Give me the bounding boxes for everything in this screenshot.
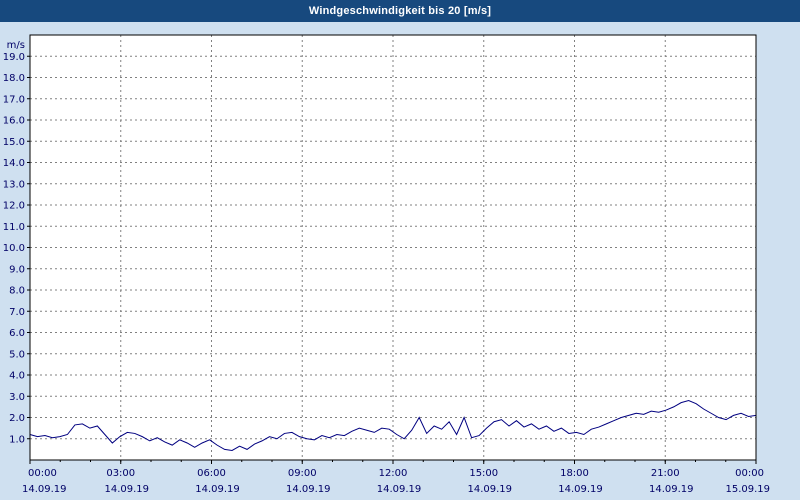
x-tick-time-label: 00:00 [28, 468, 57, 479]
x-tick-date-label: 14.09.19 [22, 484, 67, 495]
x-tick-time-label: 09:00 [288, 468, 317, 479]
x-tick-date-label: 14.09.19 [104, 484, 149, 495]
x-tick-date-label: 14.09.19 [649, 484, 694, 495]
y-tick-label: 8.0 [9, 286, 25, 297]
x-tick-time-label: 03:00 [106, 468, 135, 479]
y-tick-label: 2.0 [9, 413, 25, 424]
y-tick-label: 19.0 [3, 52, 25, 63]
y-tick-label: 18.0 [3, 73, 25, 84]
x-tick-date-label: 14.09.19 [195, 484, 240, 495]
x-axis-time-labels: 00:00 03:00 06:00 09:00 12:00 15:00 18:00 21:00… [28, 460, 764, 479]
x-tick-date-label: 15.09.19 [725, 484, 770, 495]
x-tick-time-label: 21:00 [651, 468, 680, 479]
y-tick-label: 12.0 [3, 201, 25, 212]
chart-title-bar: Windgeschwindigkeit bis 20 [m/s] [0, 0, 800, 22]
y-tick-label: 4.0 [9, 371, 25, 382]
y-tick-label: 15.0 [3, 137, 25, 148]
x-tick-time-label: 00:00 [735, 468, 764, 479]
chart-svg: 1.0 2.0 3.0 4.0 5.0 6.0 7.0 8.0 9.0 10.0 11.0 12.0 1… [3, 34, 770, 495]
x-tick-date-label: 14.09.19 [558, 484, 603, 495]
plot-border [29, 34, 757, 461]
y-axis-labels: 1.0 2.0 3.0 4.0 5.0 6.0 7.0 8.0 9.0 10.0 11.0 12.0 1… [3, 52, 30, 445]
y-tick-label: 5.0 [9, 349, 25, 360]
y-tick-label: 9.0 [9, 264, 25, 275]
x-tick-time-label: 18:00 [560, 468, 589, 479]
x-tick-date-label: 14.09.19 [377, 484, 422, 495]
x-axis-date-labels: 14.09.19 14.09.19 14.09.19 14.09.19 14.09.19… [22, 484, 770, 495]
wind-speed-line [29, 399, 757, 451]
x-tick-time-label: 15:00 [469, 468, 498, 479]
x-tick-date-label: 14.09.19 [467, 484, 512, 495]
y-tick-label: 7.0 [9, 307, 25, 318]
chart-title: Windgeschwindigkeit bis 20 [m/s] [308, 5, 492, 17]
y-tick-label: 1.0 [9, 434, 25, 445]
grid-vertical [120, 35, 666, 460]
y-tick-label: 6.0 [9, 328, 25, 339]
y-tick-label: 10.0 [3, 243, 25, 254]
x-tick-time-label: 12:00 [379, 468, 408, 479]
y-tick-label: 3.0 [9, 392, 25, 403]
y-tick-label: 16.0 [3, 116, 25, 127]
grid-horizontal [30, 55, 756, 440]
y-unit-label: m/s [7, 40, 25, 51]
y-tick-label: 17.0 [3, 94, 25, 105]
x-tick-date-label: 14.09.19 [286, 484, 331, 495]
x-tick-time-label: 06:00 [197, 468, 226, 479]
y-tick-label: 11.0 [3, 222, 25, 233]
y-tick-label: 13.0 [3, 179, 25, 190]
y-tick-label: 14.0 [3, 158, 25, 169]
